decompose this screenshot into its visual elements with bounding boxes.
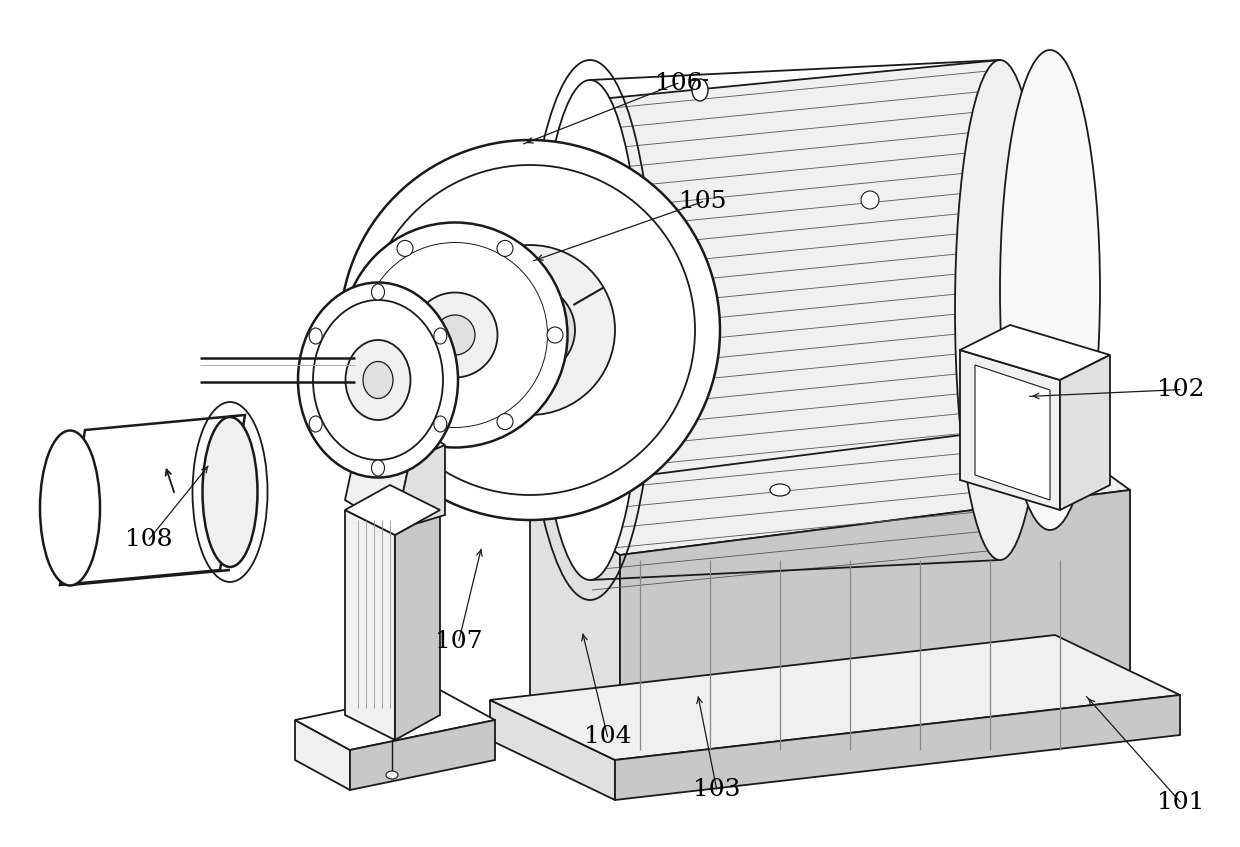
Ellipse shape bbox=[770, 484, 790, 496]
Ellipse shape bbox=[692, 79, 708, 101]
Text: 106: 106 bbox=[655, 71, 702, 95]
Polygon shape bbox=[590, 60, 999, 600]
Ellipse shape bbox=[434, 328, 446, 344]
Text: 105: 105 bbox=[680, 190, 727, 213]
Polygon shape bbox=[295, 720, 350, 790]
Text: 102: 102 bbox=[1157, 378, 1204, 401]
Polygon shape bbox=[345, 430, 410, 530]
Polygon shape bbox=[60, 415, 246, 585]
Ellipse shape bbox=[342, 223, 568, 447]
Polygon shape bbox=[490, 635, 1180, 760]
Ellipse shape bbox=[346, 340, 410, 420]
Ellipse shape bbox=[397, 241, 413, 257]
Text: 108: 108 bbox=[125, 528, 172, 551]
Ellipse shape bbox=[434, 416, 446, 432]
Ellipse shape bbox=[363, 362, 393, 398]
Ellipse shape bbox=[999, 50, 1100, 530]
Ellipse shape bbox=[485, 285, 575, 375]
Polygon shape bbox=[975, 365, 1050, 500]
Polygon shape bbox=[360, 415, 445, 460]
Polygon shape bbox=[960, 350, 1060, 510]
Ellipse shape bbox=[435, 315, 475, 355]
Ellipse shape bbox=[347, 327, 363, 343]
Polygon shape bbox=[350, 720, 495, 790]
Ellipse shape bbox=[497, 241, 513, 257]
Ellipse shape bbox=[955, 60, 1045, 560]
Ellipse shape bbox=[413, 292, 497, 378]
Ellipse shape bbox=[40, 430, 100, 585]
Ellipse shape bbox=[560, 210, 620, 450]
Polygon shape bbox=[345, 485, 440, 535]
Ellipse shape bbox=[202, 417, 258, 567]
Ellipse shape bbox=[861, 191, 879, 209]
Polygon shape bbox=[529, 425, 1130, 555]
Ellipse shape bbox=[340, 140, 720, 520]
Text: 104: 104 bbox=[584, 725, 631, 749]
Ellipse shape bbox=[510, 310, 551, 350]
Ellipse shape bbox=[445, 245, 615, 415]
Ellipse shape bbox=[372, 460, 384, 476]
Polygon shape bbox=[295, 690, 495, 750]
Text: 107: 107 bbox=[435, 629, 482, 653]
Ellipse shape bbox=[309, 416, 322, 432]
Ellipse shape bbox=[309, 328, 322, 344]
Ellipse shape bbox=[397, 413, 413, 429]
Ellipse shape bbox=[386, 771, 398, 779]
Polygon shape bbox=[960, 325, 1110, 380]
Ellipse shape bbox=[537, 80, 642, 580]
Polygon shape bbox=[345, 510, 396, 740]
Text: 103: 103 bbox=[693, 778, 740, 801]
Ellipse shape bbox=[497, 413, 513, 429]
Ellipse shape bbox=[578, 280, 603, 380]
Polygon shape bbox=[396, 510, 440, 740]
Ellipse shape bbox=[547, 327, 563, 343]
Polygon shape bbox=[529, 490, 620, 760]
Ellipse shape bbox=[298, 283, 458, 478]
Polygon shape bbox=[620, 490, 1130, 760]
Text: 101: 101 bbox=[1157, 790, 1204, 814]
Polygon shape bbox=[490, 700, 615, 800]
Polygon shape bbox=[396, 445, 445, 530]
Ellipse shape bbox=[372, 284, 384, 300]
Polygon shape bbox=[615, 695, 1180, 800]
Polygon shape bbox=[1060, 355, 1110, 510]
